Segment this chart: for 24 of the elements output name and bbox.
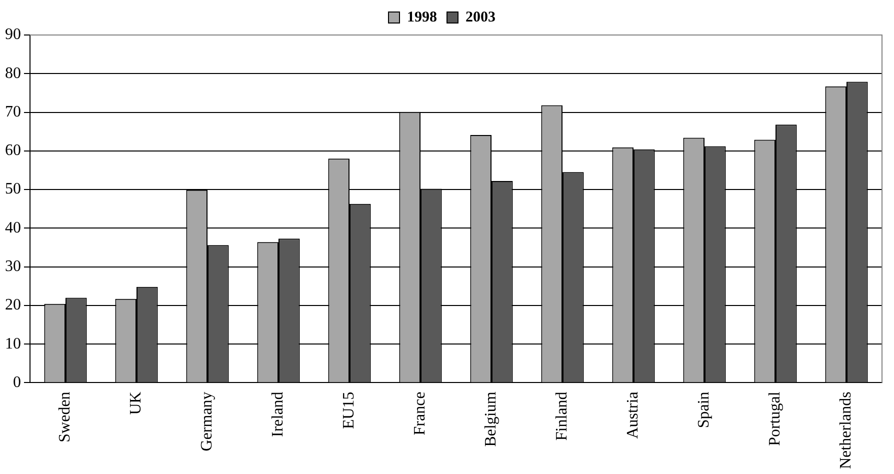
- y-tick-label: 80: [5, 64, 21, 82]
- x-tick-label: Ireland: [270, 392, 287, 438]
- y-tick-label: 20: [5, 296, 21, 314]
- legend-label: 2003: [466, 9, 496, 26]
- x-tick-label: Netherlands: [838, 392, 855, 470]
- y-tick-label: 10: [5, 335, 21, 352]
- y-tick-label: 0: [13, 374, 21, 391]
- legend-label: 1998: [407, 9, 437, 26]
- y-tick-label: 90: [5, 26, 21, 44]
- x-tick-label: EU15: [340, 392, 358, 430]
- y-tick-label: 30: [5, 258, 21, 275]
- x-tick-label: Austria: [624, 392, 642, 439]
- y-tick-label: 60: [5, 142, 21, 160]
- y-tick-label: 70: [5, 103, 21, 120]
- x-tick-label: Germany: [198, 392, 216, 452]
- x-tick-label: Belgium: [482, 391, 500, 447]
- x-tick-label: Finland: [554, 392, 571, 441]
- x-tick-label: Sweden: [56, 392, 74, 442]
- y-tick-label: 50: [5, 180, 21, 198]
- x-tick-label: UK: [128, 391, 145, 415]
- x-tick-label: France: [412, 392, 429, 436]
- x-tick-label: Portugal: [766, 391, 784, 446]
- x-tick-label: Spain: [696, 392, 713, 428]
- y-tick-label: 40: [5, 219, 21, 236]
